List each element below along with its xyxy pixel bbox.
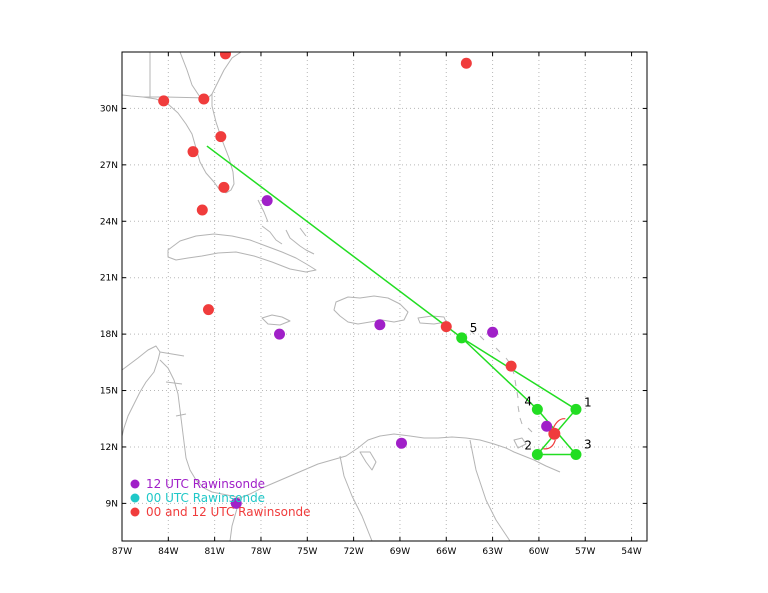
track-point-marker (570, 403, 582, 415)
y-tick-label: 30N (100, 104, 118, 114)
track-point-label: 3 (584, 437, 592, 451)
track-point-label: 2 (524, 438, 532, 452)
rawinsonde-00-12utc-marker (460, 57, 472, 69)
legend-label: 12 UTC Rawinsonde (146, 477, 265, 491)
rawinsonde-sites (158, 52, 553, 509)
map-frame (121, 51, 648, 542)
storm-arm-south (543, 439, 556, 450)
y-tick-label: 24N (100, 217, 118, 227)
coast-bahamas-4 (299, 227, 307, 237)
legend-marker (130, 479, 140, 489)
legend-label: 00 UTC Rawinsonde (146, 491, 265, 505)
rawinsonde-00-12utc-marker (505, 360, 517, 372)
x-tick-label: 54W (621, 547, 641, 557)
coast-bahamas-1 (257, 199, 269, 223)
coast-bahamas-3 (285, 229, 315, 255)
rawinsonde-00-12utc-marker (198, 93, 210, 105)
boundary-central-america (159, 351, 187, 417)
legend-marker (130, 493, 140, 503)
coast-central-america (122, 345, 161, 437)
storm-center-symbol (543, 418, 566, 450)
rawinsonde-00-12utc-marker (440, 321, 452, 333)
map-area (122, 52, 647, 541)
flight-track (206, 145, 582, 460)
storm-arm-north (552, 418, 566, 429)
rawinsonde-00-12utc-marker (202, 304, 214, 316)
y-tick-label: 15N (100, 387, 118, 397)
coast-south-america-north (239, 433, 561, 499)
x-tick-label: 60W (529, 547, 549, 557)
rawinsonde-12utc-marker (395, 437, 407, 449)
track-point-label: 5 (470, 321, 478, 335)
legend-label: 00 and 12 UTC Rawinsonde (146, 505, 311, 519)
track-point-labels: 1 2 3 4 5 (470, 321, 592, 453)
coastlines (122, 52, 561, 541)
y-tick-label: 21N (100, 274, 118, 284)
track-point-marker (456, 332, 468, 344)
y-tick-label: 18N (100, 330, 118, 340)
rawinsonde-12utc-marker (230, 497, 242, 509)
track-point-label: 1 (584, 395, 592, 409)
rawinsonde-12utc-marker (261, 195, 273, 207)
rawinsonde-00-12utc-marker (196, 204, 208, 216)
track-point-marker (570, 448, 582, 460)
track-point-marker (531, 448, 543, 460)
x-tick-label: 69W (390, 547, 410, 557)
rawinsonde-00-12utc-marker (219, 52, 231, 60)
coast-trinidad (513, 437, 527, 449)
rawinsonde-00-12utc-marker (218, 181, 230, 193)
coast-lake-maracaibo (359, 451, 377, 471)
y-tick-label: 27N (100, 161, 118, 171)
x-tick-label: 57W (575, 547, 595, 557)
rawinsonde-12utc-marker (374, 319, 386, 331)
coast-hispaniola (333, 295, 409, 325)
coast-bahamas-2 (261, 225, 283, 245)
storm-center-icon (548, 427, 561, 440)
boundary-us (143, 93, 213, 99)
boundary-us-north-2 (179, 52, 201, 98)
coast-cuba (167, 233, 317, 273)
x-tick-label: 75W (297, 547, 317, 557)
boundary-south-america (339, 455, 373, 541)
track-point-marker (531, 403, 543, 415)
x-tick-label: 72W (343, 547, 363, 557)
x-tick-label: 66W (436, 547, 456, 557)
x-tick-label: 84W (158, 547, 178, 557)
x-tick-label: 81W (204, 547, 224, 557)
x-tick-label: 78W (251, 547, 271, 557)
x-tick-label: 87W (112, 547, 132, 557)
coast-jamaica (261, 314, 291, 326)
x-tick-label: 63W (482, 547, 502, 557)
y-tick-label: 9N (106, 499, 118, 509)
coast-us-atlantic (211, 52, 242, 194)
axis-ticks: 87W 84W 81W 78W 75W 72W 69W 66W 63W 60W 57W 54W9N12… (100, 52, 647, 557)
rawinsonde-12utc-marker (541, 420, 553, 432)
coast-central-america-lower (159, 359, 241, 499)
rawinsonde-00-12utc-marker (187, 146, 199, 158)
boundary-venezuela (469, 439, 511, 541)
rawinsonde-00-12utc-marker (215, 131, 227, 143)
rawinsonde-12utc-marker (274, 328, 285, 340)
y-tick-label: 12N (100, 443, 118, 453)
track-point-label: 4 (524, 394, 532, 408)
rawinsonde-12utc-marker (487, 326, 499, 338)
rawinsonde-00-12utc-marker (158, 95, 170, 107)
graticule (122, 52, 647, 541)
legend-marker (130, 507, 140, 517)
